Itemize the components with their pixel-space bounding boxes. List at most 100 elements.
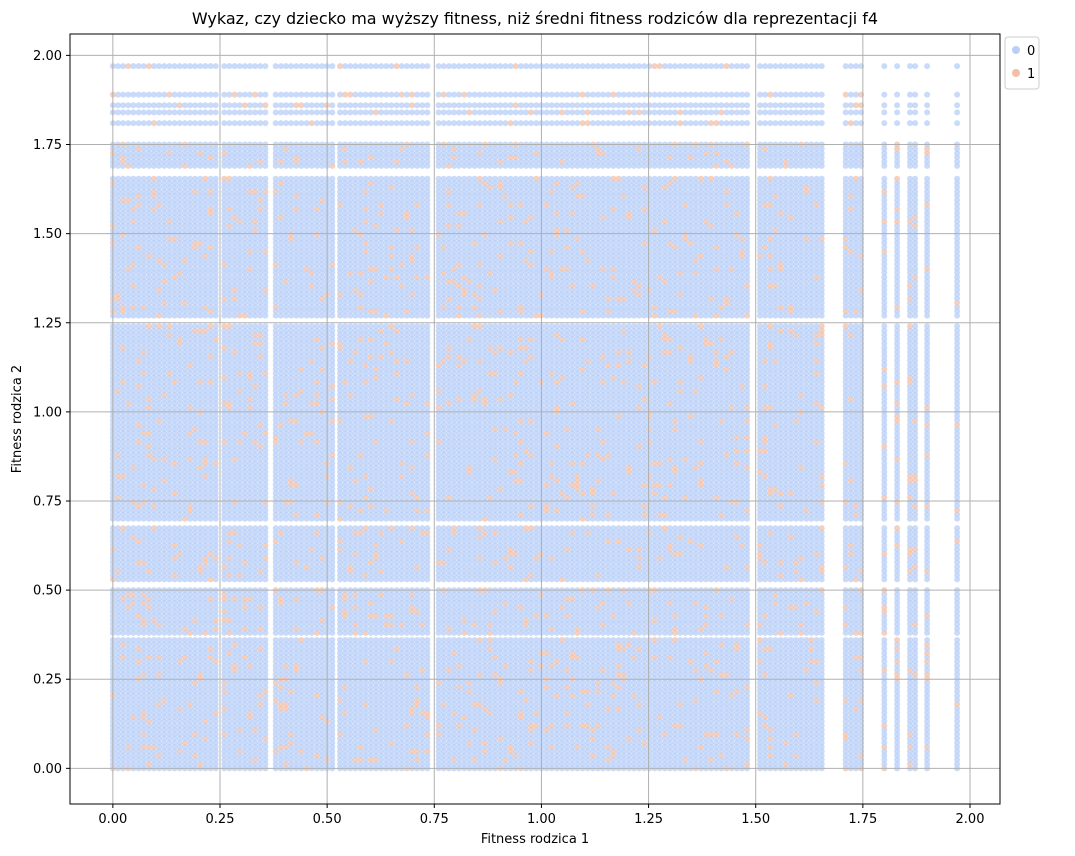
- point-series-0: [141, 109, 147, 115]
- point-series-0: [130, 109, 136, 115]
- point-series-0: [273, 120, 279, 126]
- point-series-0: [213, 109, 219, 115]
- point-series-0: [252, 102, 258, 108]
- point-series-0: [156, 525, 162, 531]
- point-series-0: [262, 92, 268, 98]
- point-series-0: [288, 525, 294, 531]
- point-series-0: [237, 102, 243, 108]
- point-series-1: [226, 323, 232, 329]
- point-series-0: [202, 120, 208, 126]
- point-series-0: [141, 637, 147, 643]
- point-series-0: [130, 120, 136, 126]
- point-series-0: [177, 120, 183, 126]
- point-series-0: [237, 120, 243, 126]
- point-series-0: [273, 92, 279, 98]
- point-series-0: [141, 102, 147, 108]
- point-series-0: [156, 102, 162, 108]
- point-series-0: [192, 176, 198, 182]
- point-series-0: [288, 92, 294, 98]
- point-series-0: [141, 323, 147, 329]
- point-series-0: [177, 323, 183, 329]
- point-series-0: [213, 637, 219, 643]
- point-series-0: [288, 637, 294, 643]
- point-series-0: [166, 637, 172, 643]
- point-series-0: [156, 637, 162, 643]
- point-series-0: [237, 525, 243, 531]
- point-series-0: [156, 92, 162, 98]
- point-series-0: [213, 92, 219, 98]
- point-series-0: [262, 63, 268, 69]
- point-series-0: [130, 176, 136, 182]
- point-series-0: [273, 109, 279, 115]
- point-series-0: [226, 92, 232, 98]
- point-series-0: [120, 92, 126, 98]
- point-series-0: [262, 323, 268, 329]
- point-series-0: [262, 525, 268, 531]
- point-series-0: [252, 323, 258, 329]
- point-series-0: [141, 120, 147, 126]
- point-series-0: [130, 323, 136, 329]
- point-series-0: [192, 120, 198, 126]
- chart-title: Wykaz, czy dziecko ma wyższy fitness, ni…: [192, 9, 878, 28]
- point-series-1: [156, 323, 162, 329]
- point-series-0: [288, 63, 294, 69]
- point-series-0: [252, 637, 258, 643]
- point-series-0: [156, 63, 162, 69]
- point-series-0: [192, 323, 198, 329]
- point-series-1: [226, 176, 232, 182]
- point-series-0: [288, 323, 294, 329]
- point-series-0: [226, 102, 232, 108]
- point-series-0: [192, 525, 198, 531]
- point-series-0: [273, 525, 279, 531]
- point-series-0: [141, 525, 147, 531]
- point-series-0: [166, 120, 172, 126]
- point-series-0: [166, 63, 172, 69]
- point-series-1: [262, 102, 268, 108]
- point-series-0: [226, 120, 232, 126]
- point-series-0: [237, 92, 243, 98]
- point-series-0: [226, 525, 232, 531]
- point-series-0: [252, 63, 258, 69]
- point-series-0: [288, 120, 294, 126]
- point-series-0: [141, 63, 147, 69]
- point-series-0: [252, 120, 258, 126]
- point-series-0: [130, 102, 136, 108]
- point-series-0: [213, 323, 219, 329]
- point-series-0: [273, 323, 279, 329]
- point-series-0: [202, 102, 208, 108]
- point-series-0: [202, 637, 208, 643]
- point-series-0: [177, 525, 183, 531]
- point-series-1: [166, 323, 172, 329]
- point-series-0: [252, 525, 258, 531]
- point-series-0: [213, 102, 219, 108]
- point-series-0: [213, 525, 219, 531]
- point-series-0: [202, 92, 208, 98]
- point-series-0: [202, 323, 208, 329]
- point-series-0: [237, 176, 243, 182]
- point-series-0: [166, 525, 172, 531]
- point-series-0: [226, 637, 232, 643]
- point-series-0: [141, 176, 147, 182]
- point-series-1: [166, 92, 172, 98]
- point-series-0: [237, 63, 243, 69]
- point-series-0: [130, 525, 136, 531]
- point-series-0: [226, 63, 232, 69]
- point-series-0: [237, 323, 243, 329]
- point-series-0: [213, 176, 219, 182]
- point-series-0: [120, 637, 126, 643]
- point-series-0: [120, 109, 126, 115]
- point-series-0: [166, 102, 172, 108]
- point-series-0: [166, 176, 172, 182]
- point-series-0: [262, 637, 268, 643]
- point-series-0: [288, 176, 294, 182]
- point-series-0: [120, 120, 126, 126]
- point-series-1: [120, 525, 126, 531]
- point-series-0: [273, 637, 279, 643]
- point-series-0: [141, 92, 147, 98]
- point-series-0: [202, 63, 208, 69]
- point-series-0: [130, 63, 136, 69]
- point-series-0: [177, 63, 183, 69]
- point-series-0: [237, 637, 243, 643]
- point-series-0: [120, 63, 126, 69]
